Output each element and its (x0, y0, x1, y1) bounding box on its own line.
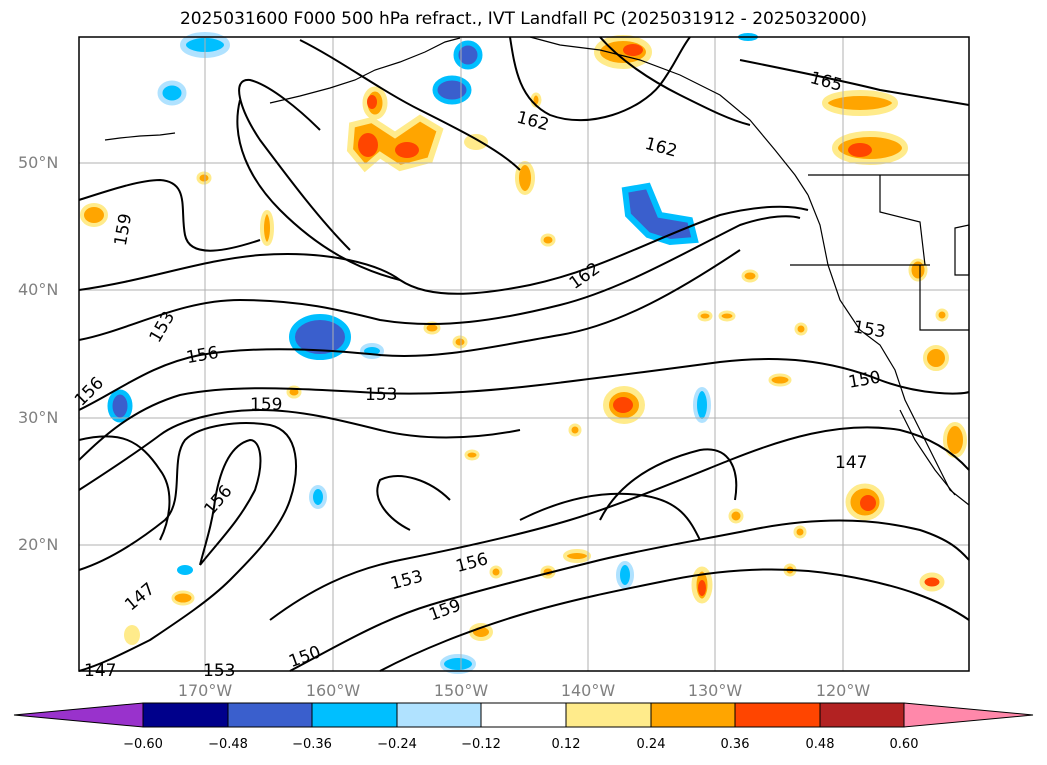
colorbar-tick: −0.24 (377, 737, 417, 752)
contour-label: 156 (71, 373, 108, 410)
lon-label: 160°W (305, 681, 361, 700)
refractivity-contours (78, 36, 970, 672)
lon-label: 140°W (560, 681, 616, 700)
contour-label: 150 (847, 367, 882, 392)
colorbar-bin (565, 702, 652, 728)
colorbar-extend-low (13, 702, 144, 728)
colorbar-tick: 0.48 (805, 737, 835, 752)
contour-label: 159 (426, 596, 463, 626)
colorbar-tick: −0.36 (292, 737, 332, 752)
lon-label: 130°W (687, 681, 743, 700)
contour-label: 153 (146, 308, 180, 346)
graticule (79, 37, 969, 671)
contour-label: 159 (111, 212, 136, 247)
lon-label: 150°W (433, 681, 489, 700)
colorbar-extend-high (903, 702, 1034, 728)
contour-label: 162 (643, 134, 680, 162)
coastlines (104, 36, 970, 506)
colorbar-bin (734, 702, 821, 728)
contour-label: 153 (203, 661, 235, 681)
colorbar-bin (819, 702, 905, 728)
contour-label: 150 (286, 642, 323, 672)
contour-label: 153 (852, 317, 887, 342)
contour-label: 156 (200, 482, 236, 520)
contour-label: 147 (835, 453, 867, 473)
lat-label: 50°N (18, 153, 59, 172)
lon-label: 170°W (177, 681, 233, 700)
contour-label: 156 (454, 549, 491, 577)
contour-label: 147 (121, 579, 159, 615)
lat-label: 30°N (18, 408, 59, 427)
contour-label: 153 (389, 567, 426, 595)
colorbar-tick: 0.24 (636, 737, 666, 752)
colorbar-tick: 0.12 (551, 737, 581, 752)
colorbar-bin (650, 702, 736, 728)
colorbar-bin (396, 702, 482, 728)
contour-label: 153 (365, 385, 397, 405)
colorbar-tick: −0.60 (123, 737, 163, 752)
map-frame (78, 36, 970, 672)
lon-label: 120°W (815, 681, 871, 700)
contour-label: 165 (808, 68, 845, 96)
lat-label: 40°N (18, 280, 59, 299)
colorbar-tick: −0.12 (461, 737, 501, 752)
colorbar-tick: −0.48 (208, 737, 248, 752)
colorbar-tick: 0.36 (720, 737, 750, 752)
colorbar-bin (480, 702, 567, 728)
contour-label: 147 (84, 661, 116, 681)
contour-labels: 165 162 162 162 159 153 156 156 153 159 … (71, 68, 887, 681)
lat-label: 20°N (18, 535, 59, 554)
shaded-anomaly-layer (80, 32, 967, 674)
contour-label: 156 (185, 343, 220, 368)
colorbar (13, 702, 1034, 728)
colorbar-bin (311, 702, 398, 728)
map-title: 2025031600 F000 500 hPa refract., IVT La… (179, 9, 867, 29)
colorbar-bin (142, 702, 229, 728)
colorbar-tick: 0.60 (889, 737, 919, 752)
contour-label: 159 (250, 395, 282, 415)
colorbar-bin (227, 702, 313, 728)
